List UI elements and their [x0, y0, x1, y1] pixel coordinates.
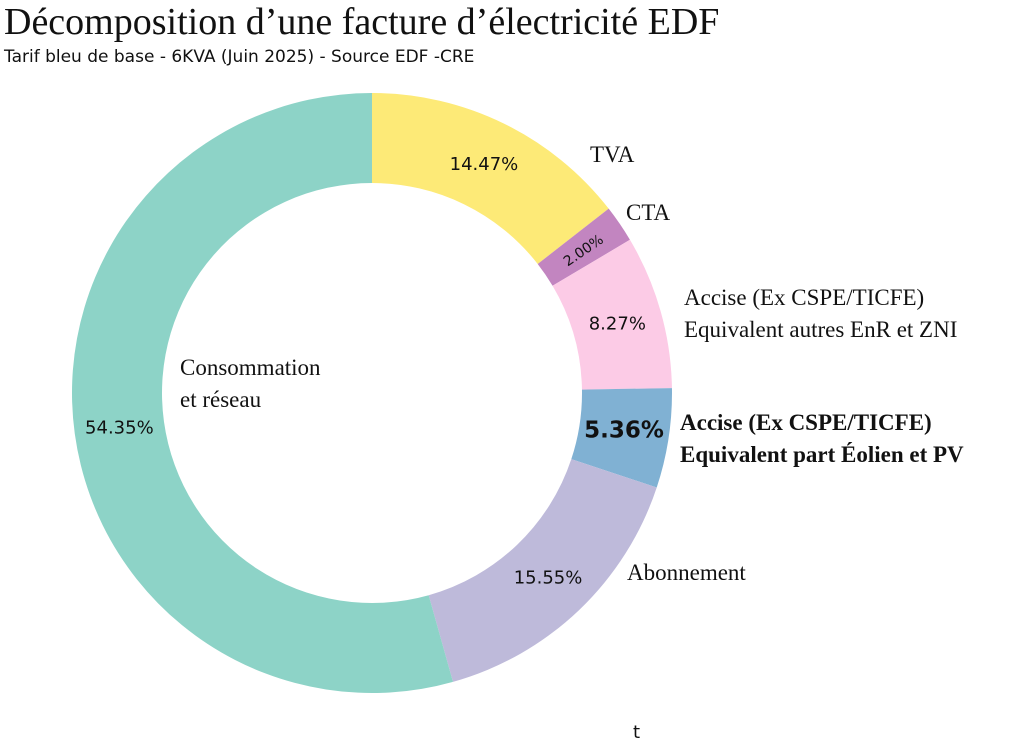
- chart-subtitle: Tarif bleu de base - 6KVA (Juin 2025) - …: [3, 47, 474, 67]
- donut-slice: [72, 93, 453, 693]
- donut-slice: [571, 388, 672, 488]
- value-label: 15.55%: [514, 568, 583, 589]
- category-label: CTA: [626, 200, 671, 225]
- value-label: 8.27%: [589, 313, 646, 334]
- donut-slice: [552, 239, 672, 390]
- category-label: TVA: [590, 142, 635, 167]
- value-label: 54.35%: [85, 418, 154, 439]
- annotation: t: [633, 722, 640, 741]
- chart-title: Décomposition d’une facture d’électricit…: [4, 1, 719, 43]
- value-label: 14.47%: [450, 154, 519, 175]
- category-label: Accise (Ex CSPE/TICFE) Equivalent autres …: [684, 285, 957, 342]
- category-label: Abonnement: [627, 560, 746, 585]
- category-label: Consommation et réseau: [180, 355, 321, 412]
- donut-slice: [428, 459, 657, 682]
- category-label: Accise (Ex CSPE/TICFE) Equivalent part Éo…: [680, 410, 964, 467]
- value-label: 5.36%: [584, 418, 664, 444]
- donut-slice: [372, 93, 609, 264]
- donut-slice: [537, 208, 630, 286]
